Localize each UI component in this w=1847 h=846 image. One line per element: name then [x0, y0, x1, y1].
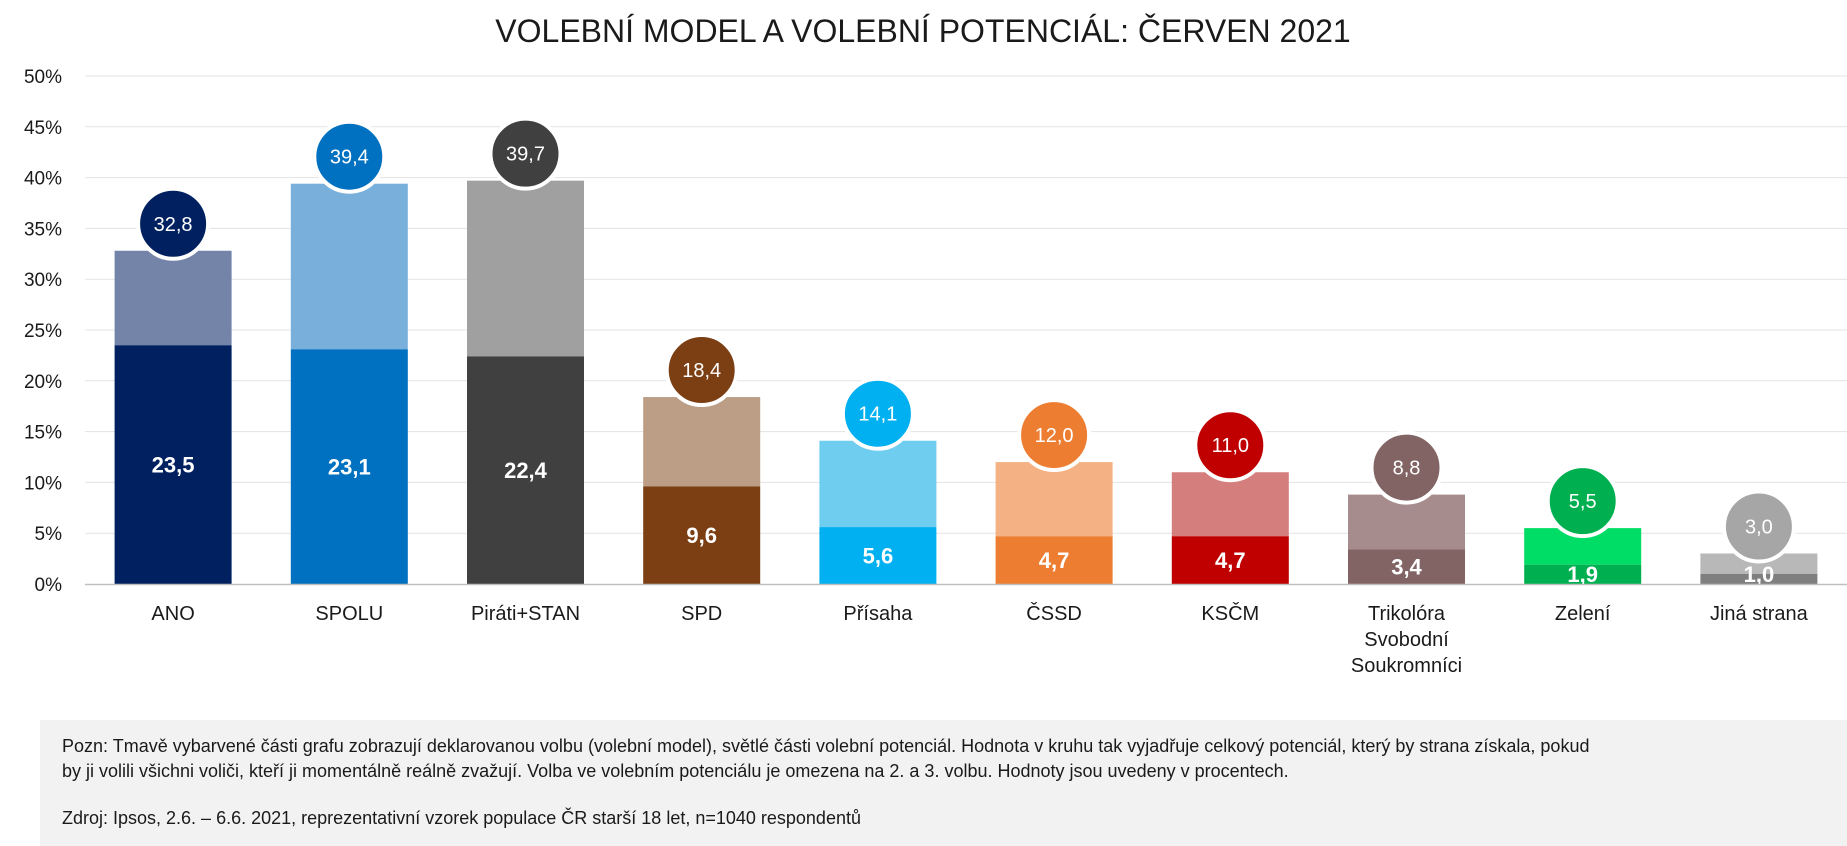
bar-potential: [995, 462, 1113, 537]
potential-circle-label: 5,5: [1569, 491, 1597, 513]
bar-model-label: 1,0: [1744, 562, 1775, 587]
potential-circle: [312, 119, 387, 194]
x-axis-category-labels: ANO SPOLU Piráti+STAN SPD Přísaha ČSSD KSČM Tri…: [151, 602, 1808, 677]
bar-model: [290, 349, 408, 584]
y-tick-label: 45%: [24, 118, 62, 139]
potential-circle: [1017, 398, 1092, 473]
bar-potential: [1171, 472, 1289, 537]
potential-circle-label: 11,0: [1212, 435, 1249, 457]
potential-circle-label: 3,0: [1745, 517, 1773, 539]
bar-model-label: 3,4: [1391, 555, 1422, 580]
x-category-label: Piráti+STAN: [471, 603, 580, 625]
potential-circle-label: 8,8: [1393, 458, 1421, 480]
bar-potential: [819, 440, 937, 528]
x-category-label: Přísaha: [843, 603, 913, 625]
bar-model: [995, 536, 1113, 584]
source-note: Zdroj: Ipsos, 2.6. – 6.6. 2021, reprezen…: [62, 808, 861, 828]
y-axis-tick-labels: 0% 5% 10% 15% 20% 25% 30% 35% 40% 45% 50%: [24, 67, 62, 596]
y-tick-label: 50%: [24, 67, 62, 88]
bar-model: [643, 486, 761, 584]
bar-model-label: 9,6: [686, 523, 717, 548]
x-category-label: ČSSD: [1026, 602, 1082, 625]
potential-circle: [488, 116, 563, 191]
potential-circle: [1369, 430, 1444, 505]
bar-model-label: 5,6: [863, 543, 894, 568]
x-category-label: Svobodní: [1364, 629, 1449, 651]
y-tick-label: 0%: [35, 575, 63, 596]
potential-circle-label: 18,4: [682, 360, 721, 382]
bar-potential: [114, 250, 232, 346]
bar-potential: [467, 180, 584, 357]
x-category-label: Jiná strana: [1710, 603, 1809, 625]
note-box: Pozn: Tmavě vybarvené části grafu zobraz…: [40, 720, 1847, 846]
potential-circle: [840, 376, 915, 451]
bar-model: [1171, 536, 1289, 584]
bar-model: [1524, 564, 1642, 584]
bar-potential: [290, 183, 408, 350]
potential-circle: [136, 186, 211, 261]
y-tick-label: 10%: [24, 473, 62, 494]
bar-model: [1348, 549, 1465, 584]
potential-circle: [664, 333, 739, 408]
y-tick-label: 25%: [24, 321, 62, 342]
x-category-label: Zelení: [1555, 603, 1611, 625]
potential-circle: [1721, 489, 1796, 564]
bar-model: [467, 356, 584, 584]
bar-model-label: 1,9: [1567, 562, 1598, 587]
x-category-label: SPD: [681, 603, 722, 625]
bar-model-label: 22,4: [504, 458, 548, 483]
y-tick-label: 15%: [24, 423, 62, 444]
potential-circle-label: 32,8: [154, 214, 193, 236]
bar-model: [114, 345, 232, 584]
potential-circle-label: 39,4: [330, 147, 369, 169]
x-category-label: KSČM: [1201, 602, 1259, 625]
note-line-2: by ji volili všichni voliči, kteří ji mo…: [62, 761, 1289, 781]
bar-model-label: 23,1: [328, 455, 371, 480]
x-category-label: Soukromníci: [1351, 655, 1462, 677]
note-line-1: Pozn: Tmavě vybarvené části grafu zobraz…: [62, 736, 1590, 756]
potential-circle-label: 39,7: [506, 144, 545, 166]
bar-potential: [643, 397, 761, 487]
y-tick-label: 40%: [24, 169, 62, 190]
y-tick-label: 30%: [24, 270, 62, 291]
y-tick-label: 20%: [24, 372, 62, 393]
x-category-label: ANO: [151, 603, 194, 625]
y-tick-label: 5%: [35, 524, 63, 545]
chart-title: VOLEBNÍ MODEL A VOLEBNÍ POTENCIÁL: ČERVE…: [495, 13, 1350, 49]
x-category-label: Trikolóra: [1368, 603, 1446, 625]
bar-model-label: 4,7: [1039, 548, 1070, 573]
bar-model-label: 23,5: [152, 453, 195, 478]
potential-circle-label: 14,1: [858, 404, 897, 426]
potential-circle: [1193, 408, 1268, 483]
x-category-label: SPOLU: [315, 603, 383, 625]
bar-model-label: 4,7: [1215, 548, 1246, 573]
bars: 23,5 32,8 23,1 39,4 22,4 39,7 9,6 18,4 5,6 14,1 4,…: [114, 116, 1818, 587]
y-tick-label: 35%: [24, 219, 62, 240]
chart: VOLEBNÍ MODEL A VOLEBNÍ POTENCIÁL: ČERVE…: [24, 13, 1847, 677]
bar-model: [1700, 573, 1818, 584]
potential-circle: [1545, 464, 1620, 539]
bar-potential: [1700, 553, 1818, 574]
potential-circle-label: 12,0: [1035, 425, 1074, 447]
bar-model: [819, 527, 937, 584]
